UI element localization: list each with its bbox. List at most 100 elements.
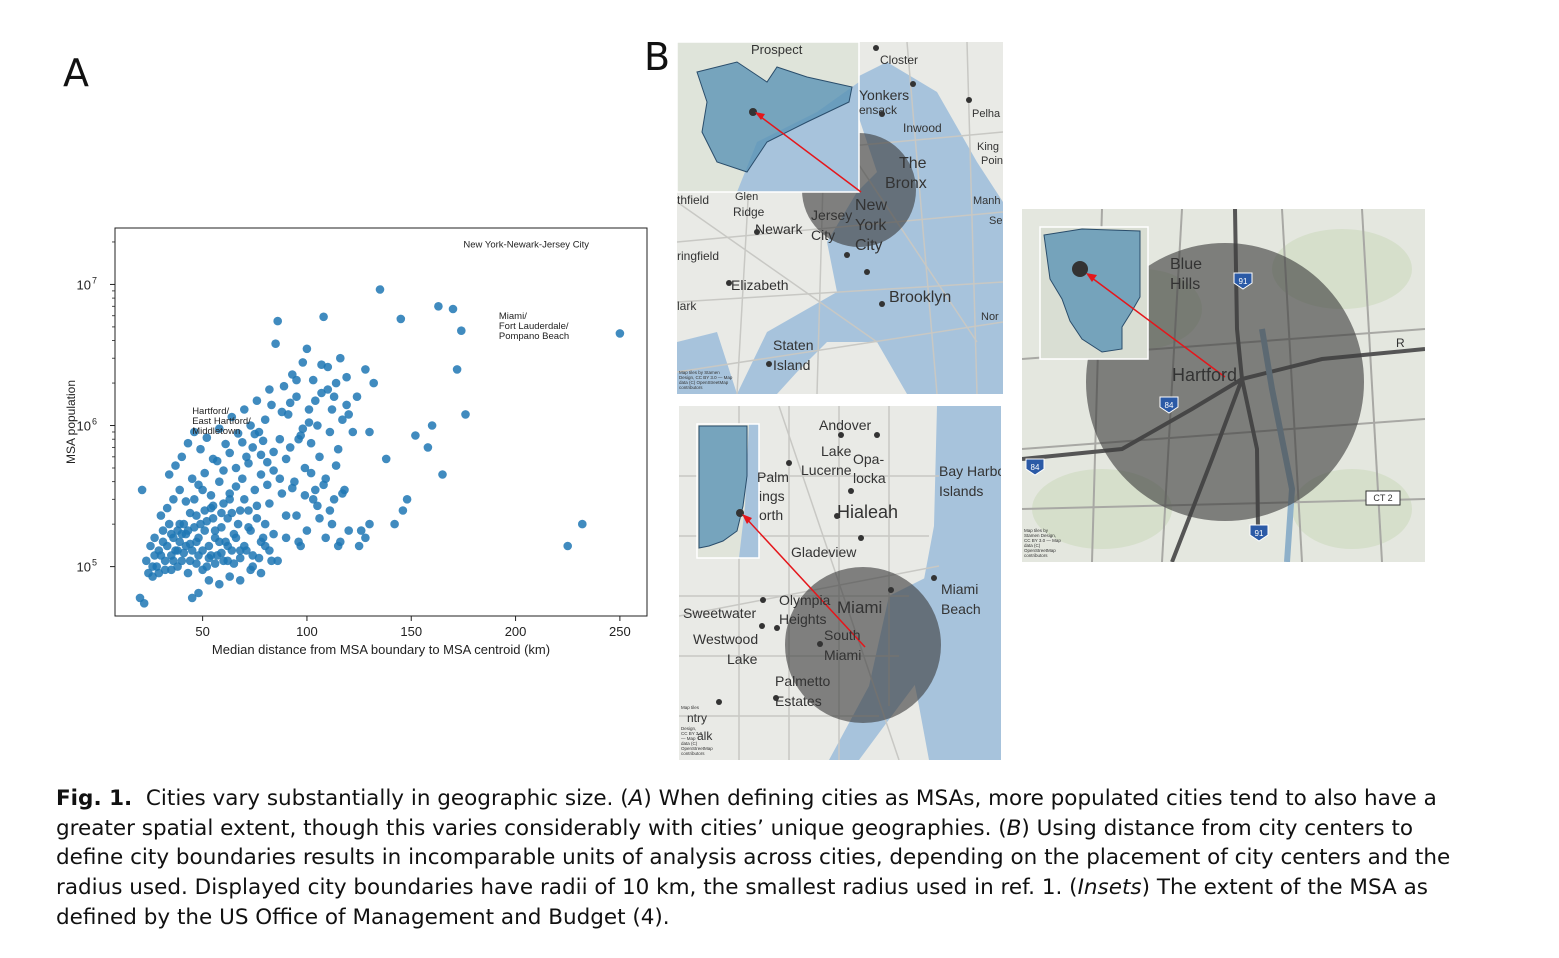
data-point — [265, 385, 274, 394]
data-point — [323, 385, 333, 394]
panel-b-letter: B — [644, 35, 671, 79]
data-point — [215, 537, 224, 547]
data-point — [423, 443, 433, 452]
map-label: Olympia — [779, 592, 831, 608]
data-point — [296, 541, 306, 551]
map-label: Lake — [727, 651, 758, 667]
shield-label: 91 — [1255, 529, 1264, 538]
y-tick-label: 10 — [77, 277, 91, 292]
map-label: Sweetwater — [683, 605, 756, 621]
data-point — [329, 392, 339, 402]
data-point — [139, 599, 149, 608]
data-point — [338, 489, 347, 498]
data-point — [308, 495, 318, 504]
data-point — [342, 372, 351, 382]
x-tick-label: 200 — [505, 624, 527, 639]
data-point — [194, 533, 203, 543]
data-point — [202, 433, 212, 443]
map-label: Ridge — [733, 205, 765, 219]
data-point — [300, 491, 310, 500]
map-attribution: OpenStreetMap — [681, 746, 713, 751]
data-point — [338, 415, 347, 425]
data-point — [167, 551, 176, 560]
data-point — [190, 427, 199, 437]
data-point — [452, 365, 462, 374]
data-point — [158, 537, 168, 547]
data-point — [179, 548, 189, 558]
data-point — [167, 529, 176, 539]
data-point — [244, 523, 253, 532]
data-point — [344, 410, 354, 419]
data-point — [265, 499, 274, 508]
data-point — [411, 431, 420, 440]
data-point — [313, 501, 322, 511]
caption-ref-insets: Insets — [1077, 875, 1142, 901]
data-point — [369, 378, 379, 388]
data-point — [192, 511, 201, 520]
map-label: Andover — [819, 417, 871, 433]
data-point — [175, 519, 184, 529]
data-point — [311, 396, 320, 406]
data-point — [185, 539, 195, 549]
map-attribution: Design, CC BY 3.0 — Map — [679, 375, 733, 380]
map-label: Hills — [1170, 276, 1200, 293]
data-point — [187, 546, 197, 555]
data-point — [269, 466, 278, 475]
data-point — [331, 461, 341, 470]
data-point — [329, 495, 339, 504]
map-label: Miami — [824, 647, 861, 663]
map-label: South — [824, 627, 861, 643]
data-point — [267, 400, 276, 410]
map-attribution: Design, — [681, 726, 696, 731]
map-label: Palmetto — [775, 673, 830, 689]
x-axis-label: Median distance from MSA boundary to MSA… — [212, 642, 550, 657]
data-point — [281, 511, 291, 520]
data-point — [563, 541, 572, 551]
data-point — [311, 485, 320, 495]
data-point — [160, 565, 170, 575]
point-annotation: Miami/ — [499, 311, 527, 322]
data-point — [223, 514, 232, 523]
data-point — [273, 316, 283, 326]
map-label: New — [855, 197, 887, 214]
data-point — [256, 450, 266, 460]
data-point — [233, 519, 243, 529]
data-point — [321, 533, 331, 543]
data-point — [246, 421, 255, 430]
map-label: Beach — [941, 601, 981, 617]
data-point — [325, 506, 335, 515]
data-point — [187, 474, 197, 484]
y-tick-label: 10 — [77, 419, 91, 434]
data-point — [235, 576, 245, 585]
x-axis: 50 100 150 200 250 — [195, 616, 631, 639]
data-point — [319, 312, 328, 322]
y-tick-exponent: 7 — [92, 275, 97, 285]
data-point — [344, 526, 354, 535]
data-point — [231, 533, 241, 543]
data-point — [578, 519, 587, 529]
data-point — [292, 392, 301, 402]
data-point — [381, 454, 391, 464]
data-point — [164, 519, 174, 529]
map-label: Miami — [941, 581, 978, 597]
point-annotation: Fort Lauderdale/ — [499, 321, 569, 332]
map-label: alk — [697, 729, 713, 743]
map-attribution: Map tiles by Stamen — [679, 370, 720, 375]
map-label: Hialeah — [837, 502, 898, 522]
x-tick-label: 100 — [296, 624, 318, 639]
map-label: Glen — [735, 191, 758, 203]
map-label: lark — [677, 299, 697, 313]
data-point — [277, 407, 287, 417]
map-attribution: contributors — [681, 751, 705, 756]
map-label: ings — [759, 488, 785, 504]
data-point — [238, 438, 247, 447]
data-point — [361, 533, 370, 543]
data-point — [300, 463, 310, 473]
map-hartford: 91 84 84 91 CT 2 Blue Hills Hartford R M… — [1022, 209, 1425, 562]
data-point — [200, 506, 209, 515]
shield-label: 84 — [1165, 401, 1174, 410]
map-attribution: CC BY 3.0 — [681, 731, 703, 736]
data-point — [427, 421, 437, 430]
data-point — [198, 546, 207, 555]
